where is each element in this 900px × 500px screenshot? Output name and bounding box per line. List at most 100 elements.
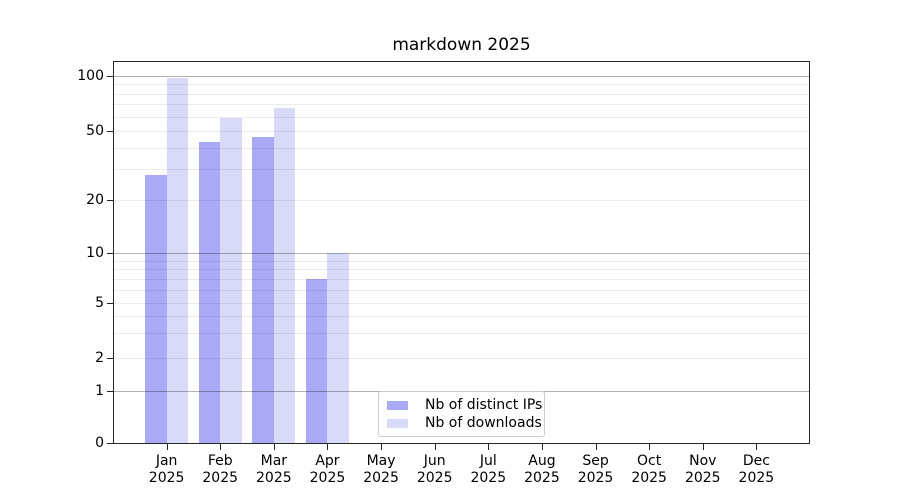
legend-swatch-downloads [387, 418, 408, 428]
bar-downloads-mar [273, 107, 296, 443]
x-tick-month: Nov [689, 453, 717, 469]
x-tick-year: 2025 [738, 470, 775, 486]
bar-downloads-apr [327, 253, 349, 443]
legend-entry-distinct-ips: Nb of distinct IPs [387, 396, 542, 414]
x-tick-label-may: May 2025 [349, 453, 413, 487]
bar-distinct-ips-feb [198, 142, 221, 443]
chart-title: markdown 2025 [392, 35, 531, 55]
bar-downloads-jan [166, 77, 189, 443]
legend: Nb of distinct IPs Nb of downloads [378, 391, 545, 437]
bar-distinct-ips-mar [252, 137, 274, 443]
x-tick-mark-sep [595, 444, 597, 450]
x-tick-month: Mar [260, 453, 288, 469]
x-tick-label-aug: Aug 2025 [510, 453, 574, 487]
x-tick-year: 2025 [416, 470, 453, 486]
minor-gridline-50 [114, 131, 809, 132]
legend-swatch-distinct-ips [387, 400, 408, 410]
legend-label-downloads: Nb of downloads [425, 415, 542, 431]
minor-gridline-90 [114, 84, 809, 85]
minor-gridline-9 [114, 261, 809, 262]
y-tick-label-50: 50 [86, 123, 104, 139]
x-tick-year: 2025 [470, 470, 507, 486]
x-tick-label-mar: Mar 2025 [242, 453, 306, 487]
major-gridline-100 [114, 76, 809, 77]
x-tick-month: Jun [423, 453, 446, 469]
minor-gridline-2 [114, 358, 809, 359]
y-tick-label-1: 1 [95, 383, 104, 399]
x-tick-label-jul: Jul 2025 [456, 453, 520, 487]
x-tick-month: Jul [479, 453, 497, 469]
x-tick-mark-jun [434, 444, 436, 450]
minor-gridline-5 [114, 303, 809, 304]
x-tick-month: Apr [315, 453, 340, 469]
x-tick-year: 2025 [309, 470, 346, 486]
y-tick-label-100: 100 [77, 68, 104, 84]
x-tick-mark-jul [488, 444, 490, 450]
x-tick-year: 2025 [256, 470, 292, 486]
x-tick-mark-may [381, 444, 383, 450]
x-tick-label-nov: Nov 2025 [671, 453, 735, 487]
x-tick-year: 2025 [202, 470, 239, 486]
bar-downloads-feb [220, 117, 242, 443]
x-tick-label-feb: Feb 2025 [188, 453, 252, 487]
y-tick-label-10: 10 [86, 245, 104, 261]
x-tick-month: Feb [207, 453, 233, 469]
minor-gridline-3 [114, 333, 809, 334]
y-tick-mark-0 [107, 443, 113, 444]
minor-gridline-6 [114, 290, 809, 291]
x-tick-label-oct: Oct 2025 [617, 453, 681, 487]
minor-gridline-80 [114, 94, 809, 95]
x-tick-year: 2025 [684, 470, 721, 486]
y-tick-mark-100 [107, 76, 113, 77]
major-gridline-10 [114, 253, 809, 254]
plot-area [113, 61, 810, 444]
minor-gridline-70 [114, 104, 809, 105]
y-tick-label-20: 20 [86, 192, 104, 208]
x-tick-month: Sep [582, 453, 609, 469]
x-tick-month: Aug [528, 453, 556, 469]
y-tick-label-2: 2 [95, 349, 104, 366]
y-tick-mark-50 [107, 131, 113, 132]
minor-gridline-40 [114, 148, 809, 149]
x-tick-year: 2025 [631, 470, 667, 486]
legend-entry-downloads: Nb of downloads [387, 414, 542, 432]
y-tick-label-0: 0 [95, 435, 104, 451]
x-tick-mark-jan [166, 444, 168, 450]
minor-gridline-8 [114, 269, 809, 270]
x-tick-mark-feb [220, 444, 222, 450]
x-tick-year: 2025 [524, 470, 560, 486]
minor-gridline-4 [114, 316, 809, 317]
x-tick-mark-aug [541, 444, 543, 450]
legend-label-distinct-ips: Nb of distinct IPs [425, 397, 543, 413]
x-tick-label-dec: Dec 2025 [724, 453, 788, 487]
y-tick-mark-1 [107, 391, 113, 392]
bar-distinct-ips-apr [305, 278, 328, 443]
bar-distinct-ips-jan [145, 174, 167, 443]
x-tick-mark-dec [756, 444, 758, 450]
x-tick-month: Oct [637, 453, 662, 469]
x-tick-month: Jan [155, 453, 178, 469]
x-tick-month: Dec [742, 453, 770, 469]
x-tick-label-jan: Jan 2025 [135, 453, 199, 487]
x-tick-month: May [366, 453, 396, 469]
minor-gridline-20 [114, 200, 809, 201]
x-tick-year: 2025 [577, 470, 614, 486]
minor-gridline-30 [114, 169, 809, 170]
y-tick-mark-10 [107, 253, 113, 254]
x-tick-mark-apr [327, 444, 329, 450]
x-tick-label-sep: Sep 2025 [564, 453, 628, 487]
y-tick-label-5: 5 [95, 295, 104, 311]
x-tick-label-apr: Apr 2025 [295, 453, 359, 487]
x-tick-mark-mar [273, 444, 275, 450]
y-tick-mark-20 [107, 200, 113, 201]
x-tick-label-jun: Jun 2025 [403, 453, 467, 487]
x-tick-year: 2025 [148, 470, 185, 486]
x-tick-mark-oct [649, 444, 651, 450]
y-tick-mark-2 [107, 358, 113, 359]
x-tick-mark-nov [702, 444, 704, 450]
minor-gridline-60 [114, 117, 809, 118]
minor-gridline-7 [114, 279, 809, 280]
x-tick-year: 2025 [363, 470, 399, 486]
y-tick-mark-5 [107, 303, 113, 304]
